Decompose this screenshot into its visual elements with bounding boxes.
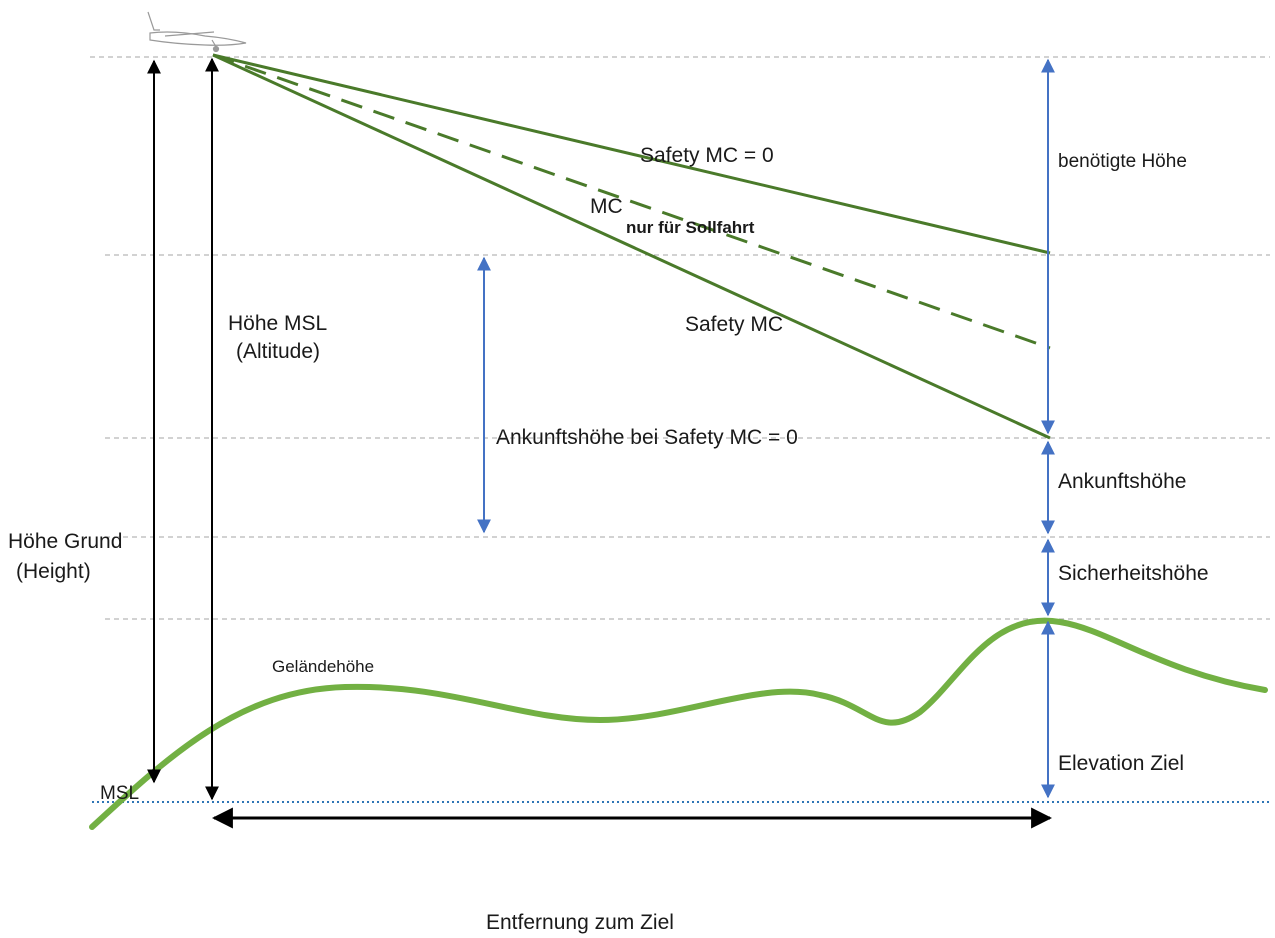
label-elevation-ziel: Elevation Ziel xyxy=(1058,752,1184,775)
label-ankunftshoehe-bei-safety-mc-0: Ankunftshöhe bei Safety MC = 0 xyxy=(496,426,798,449)
glide-line-safety-mc-zero xyxy=(212,53,1051,255)
glide-line-mc xyxy=(212,53,1051,350)
label-mc: MC xyxy=(590,195,623,218)
label-ankunftshoehe: Ankunftshöhe xyxy=(1058,470,1186,493)
label-altitude: (Altitude) xyxy=(236,340,320,363)
label-entfernung-zum-ziel: Entfernung zum Ziel xyxy=(486,911,674,934)
label-hoehe-msl: Höhe MSL xyxy=(228,312,327,335)
label-height: (Height) xyxy=(16,560,91,583)
label-safety-mc: Safety MC xyxy=(685,313,783,336)
label-msl: MSL xyxy=(100,783,139,804)
terrain-profile xyxy=(89,617,1268,830)
label-sicherheitshoehe: Sicherheitshöhe xyxy=(1058,562,1209,585)
label-hoehe-grund: Höhe Grund xyxy=(8,530,122,553)
label-nur-fuer-sollfahrt: nur für Sollfahrt xyxy=(626,218,755,237)
glider-icon xyxy=(147,11,247,53)
label-gelaendehoehe: Geländehöhe xyxy=(272,657,374,676)
glide-line-safety-mc xyxy=(212,53,1051,440)
label-benoetigte-hoehe: benötigte Höhe xyxy=(1058,151,1187,172)
label-safety-mc-zero: Safety MC = 0 xyxy=(640,144,774,167)
